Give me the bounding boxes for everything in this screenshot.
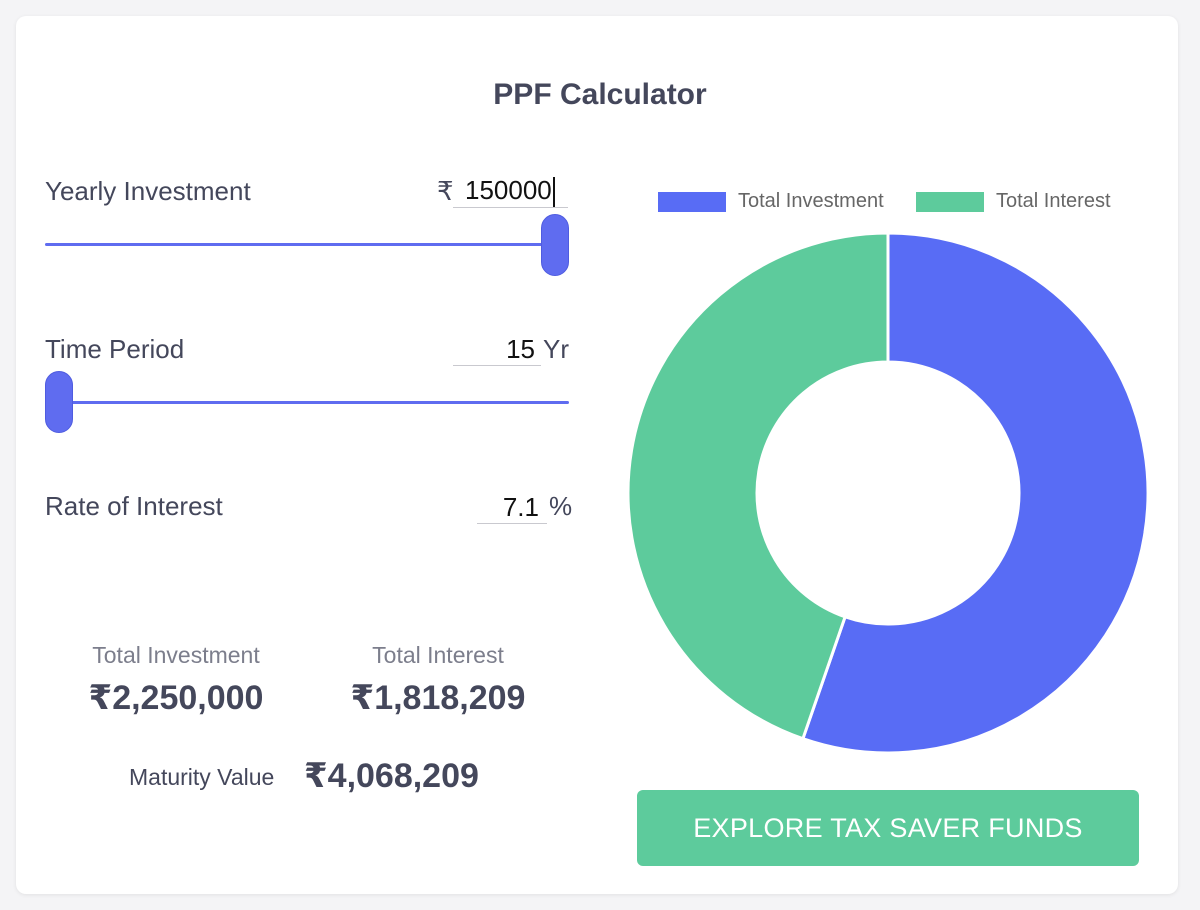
- currency-symbol: ₹: [437, 176, 454, 206]
- yearly-investment-input[interactable]: 150000: [453, 174, 568, 209]
- explore-tax-saver-funds-button[interactable]: EXPLORE TAX SAVER FUNDS: [637, 790, 1139, 866]
- yearly-investment-slider-track[interactable]: [45, 243, 569, 246]
- donut-chart: [626, 231, 1150, 755]
- legend-label-interest: Total Interest: [996, 190, 1111, 212]
- legend-item-total-investment[interactable]: Total Investment: [658, 190, 884, 213]
- maturity-value: ₹4,068,209: [304, 757, 479, 795]
- yearly-investment-slider-thumb[interactable]: [541, 214, 569, 276]
- calculator-card: [16, 16, 1178, 894]
- time-period-slider-track[interactable]: [45, 401, 569, 404]
- legend-swatch-investment: [658, 191, 726, 212]
- time-period-slider-thumb[interactable]: [45, 371, 73, 433]
- text-caret: [552, 177, 555, 208]
- total-investment-label: Total Investment: [92, 642, 260, 668]
- time-period-unit: Yr: [543, 334, 569, 364]
- page-title: PPF Calculator: [493, 78, 707, 111]
- time-period-label: Time Period: [45, 334, 185, 364]
- rate-of-interest-unit: %: [549, 491, 573, 521]
- total-interest-value: ₹1,818,209: [350, 679, 526, 717]
- rate-of-interest-label: Rate of Interest: [45, 491, 223, 521]
- legend-swatch-interest: [916, 191, 984, 212]
- legend-label-investment: Total Investment: [738, 190, 884, 212]
- maturity-value-label: Maturity Value: [129, 764, 275, 790]
- yearly-investment-label: Yearly Investment: [45, 176, 251, 206]
- time-period-input[interactable]: 15: [453, 333, 541, 366]
- donut-slice-total-investment[interactable]: [800, 231, 1150, 755]
- donut-slice-total-interest[interactable]: [626, 231, 890, 741]
- yearly-investment-value: 150000: [465, 175, 552, 205]
- total-investment-value: ₹2,250,000: [88, 679, 264, 717]
- total-interest-label: Total Interest: [372, 642, 504, 668]
- rate-of-interest-input[interactable]: 7.1: [477, 491, 547, 524]
- legend-item-total-interest[interactable]: Total Interest: [916, 190, 1111, 213]
